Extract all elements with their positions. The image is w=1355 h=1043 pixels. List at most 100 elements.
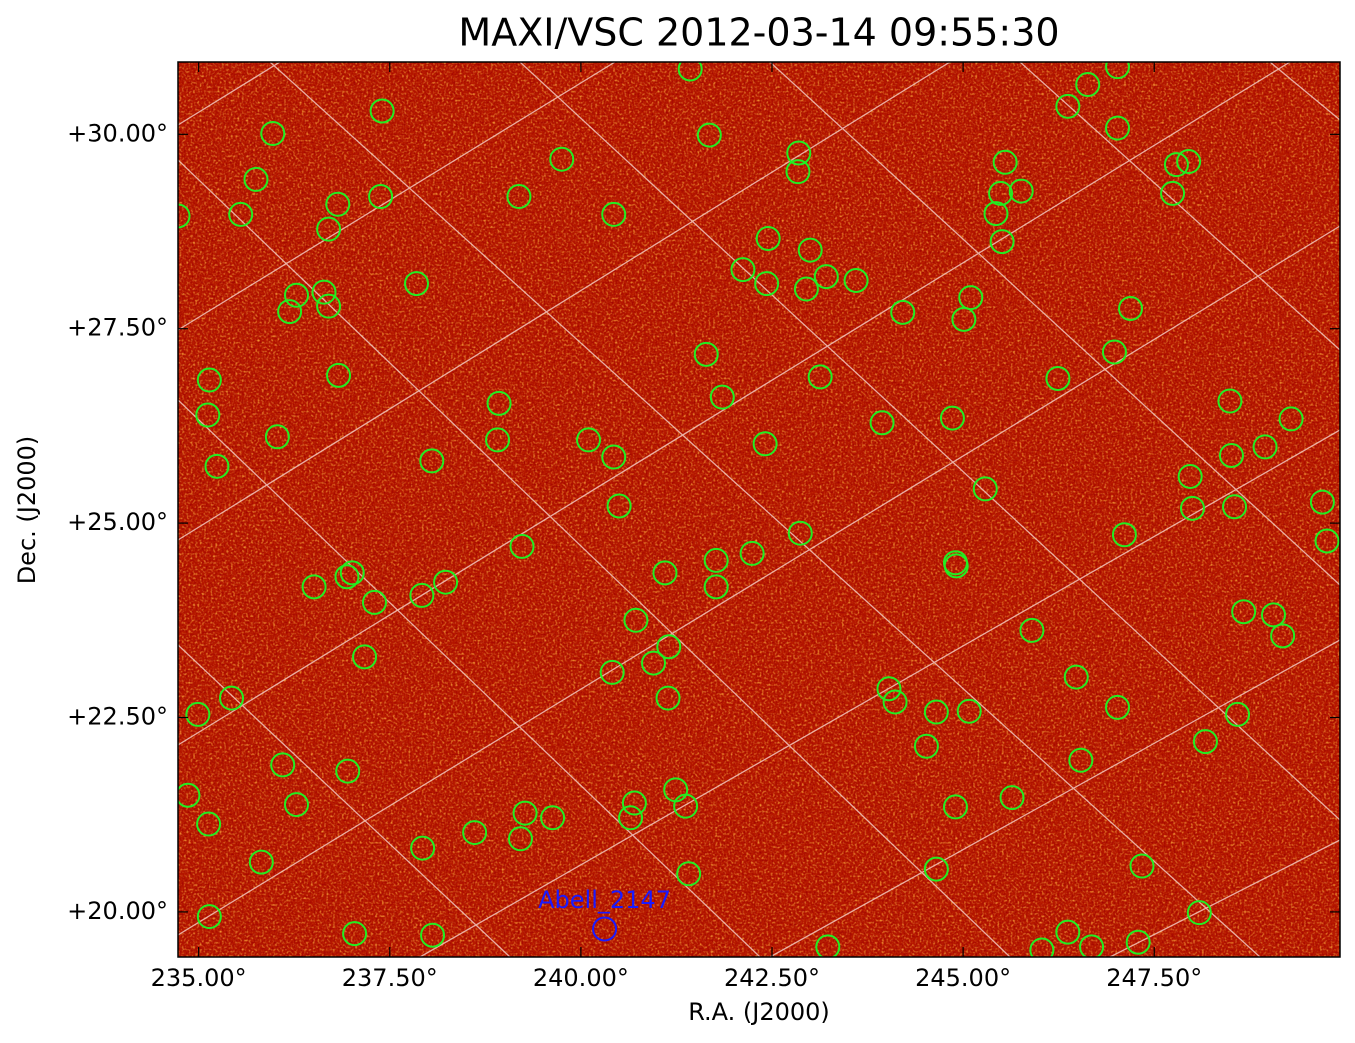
source-marker	[956, 698, 982, 724]
source-marker	[1217, 388, 1243, 414]
source-marker	[641, 650, 667, 676]
source-marker	[1111, 522, 1137, 548]
source-marker	[1192, 729, 1218, 755]
source-marker	[1105, 115, 1131, 141]
source-marker	[703, 547, 729, 573]
source-marker	[195, 402, 221, 428]
x-tick-label: 245.00°	[915, 964, 1011, 992]
source-marker	[606, 493, 632, 519]
source-marker	[656, 634, 682, 660]
source-marker	[1101, 339, 1127, 365]
source-marker	[787, 520, 813, 546]
source-marker	[243, 166, 269, 192]
source-marker	[599, 659, 625, 685]
source-marker	[361, 589, 387, 615]
source-marker	[1260, 602, 1286, 628]
source-marker	[923, 856, 949, 882]
source-marker	[942, 794, 968, 820]
marks	[178, 62, 1340, 957]
source-marker	[882, 689, 908, 715]
source-marker	[540, 805, 566, 831]
source-marker	[1225, 701, 1251, 727]
source-marker	[623, 607, 649, 633]
source-marker	[283, 282, 309, 308]
y-tick-label: +20.00°	[67, 897, 168, 925]
y-tick-label: +30.00°	[67, 119, 168, 147]
source-marker	[178, 782, 201, 808]
source-marker	[693, 341, 719, 367]
source-marker	[951, 306, 977, 332]
source-marker	[815, 934, 841, 957]
source-marker	[352, 644, 378, 670]
source-marker	[196, 811, 222, 837]
y-tick-label: +22.50°	[67, 703, 168, 731]
x-tick-label: 242.50°	[724, 964, 820, 992]
source-marker	[913, 733, 939, 759]
source-marker	[1179, 495, 1205, 521]
x-axis-label: R.A. (J2000)	[688, 998, 830, 1026]
source-marker	[219, 685, 245, 711]
source-marker	[462, 820, 488, 846]
source-marker	[409, 582, 435, 608]
source-marker	[1309, 489, 1335, 515]
source-marker	[486, 390, 512, 416]
source-marker	[512, 800, 538, 826]
source-marker	[335, 758, 361, 784]
source-marker	[989, 229, 1015, 255]
source-marker	[1019, 617, 1045, 643]
source-marker	[939, 405, 965, 431]
chart-title: MAXI/VSC 2012-03-14 09:55:30	[458, 11, 1059, 55]
source-marker	[178, 203, 191, 229]
source-marker	[185, 701, 211, 727]
source-marker	[999, 785, 1025, 811]
source-marker	[663, 777, 689, 803]
source-marker	[797, 237, 823, 263]
source-marker	[1055, 919, 1081, 945]
source-marker	[786, 140, 812, 166]
source-marker	[754, 271, 780, 297]
source-marker	[1079, 934, 1105, 957]
x-tick-label: 247.50°	[1106, 964, 1202, 992]
coordinate-grid	[178, 62, 1340, 957]
source-marker	[301, 574, 327, 600]
source-marker	[485, 427, 511, 453]
annotation: Abell_2147	[538, 886, 671, 914]
source-marker	[1105, 694, 1131, 720]
source-marker	[807, 364, 833, 390]
source-marker	[869, 410, 895, 436]
source-marker	[890, 299, 916, 325]
source-marker	[923, 699, 949, 725]
source-marker	[316, 293, 342, 319]
source-marker	[1270, 623, 1296, 649]
source-marker	[1105, 62, 1131, 80]
source-marker	[676, 861, 702, 887]
source-marker	[1068, 747, 1094, 773]
source-marker	[752, 431, 778, 457]
source-marker	[592, 916, 618, 942]
source-marker	[334, 564, 360, 590]
source-marker	[1075, 72, 1101, 98]
source-marker	[1252, 434, 1278, 460]
source-marker	[325, 191, 351, 217]
source-marker	[677, 62, 703, 82]
source-marker	[1222, 494, 1248, 520]
source-marker	[270, 752, 296, 778]
source-marker	[785, 159, 811, 185]
source-marker	[1055, 93, 1081, 119]
source-marker	[420, 922, 446, 948]
sky-image	[178, 62, 1340, 957]
source-marker	[1129, 853, 1155, 879]
source-marker	[652, 560, 678, 586]
source-marker	[410, 835, 436, 861]
source-marker	[283, 792, 309, 818]
source-marker	[277, 299, 303, 325]
source-marker	[696, 122, 722, 148]
source-marker	[576, 427, 602, 453]
source-marker	[1163, 152, 1189, 178]
source-marker	[755, 226, 781, 252]
source-marker	[1231, 599, 1257, 625]
source-marker	[813, 264, 839, 290]
source-marker	[983, 201, 1009, 227]
source-marker	[1045, 365, 1071, 391]
source-marker	[1176, 149, 1202, 175]
